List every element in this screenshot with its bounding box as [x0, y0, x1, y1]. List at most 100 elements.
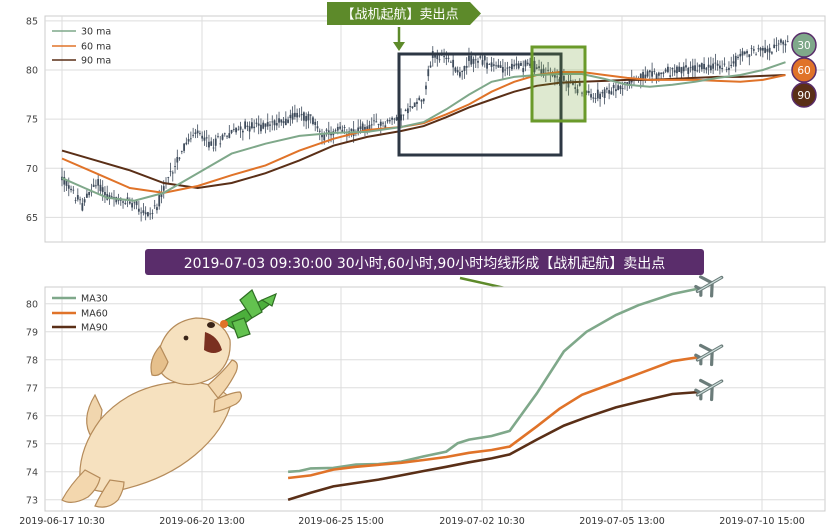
bottom-xtick-label: 2019-07-10 15:00	[719, 516, 805, 527]
candle-body	[95, 185, 97, 187]
candle-body	[212, 147, 215, 149]
bottom-ytick-label: 76	[26, 411, 38, 422]
candle-body	[321, 134, 323, 138]
candle-body	[725, 69, 728, 71]
candle-body	[183, 143, 185, 151]
candle-body	[70, 188, 72, 191]
candle-body	[438, 59, 441, 61]
candle-body	[214, 138, 217, 146]
candle-body	[581, 92, 583, 94]
candle-body	[147, 212, 149, 217]
candle-body	[153, 205, 156, 207]
candle-body	[556, 76, 559, 78]
top-line-ma30	[61, 61, 786, 202]
candle-body	[370, 124, 373, 126]
top-moving-averages	[61, 61, 786, 202]
candle-body	[676, 66, 678, 74]
candle-body	[508, 66, 511, 68]
candle-body	[336, 126, 339, 131]
bottom-xtick-label: 2019-06-17 10:30	[19, 516, 105, 527]
legend-90ma: 90 ma	[81, 56, 111, 67]
candle-body	[499, 65, 502, 68]
candle-body	[293, 112, 296, 117]
candle-body	[472, 58, 475, 64]
dog-illustration-icon	[61, 289, 277, 508]
candle-body	[248, 126, 251, 132]
candle-body	[133, 202, 136, 204]
candle-body	[379, 121, 382, 126]
candle-body	[296, 112, 299, 118]
candle-body	[74, 200, 77, 201]
legend-ma60: MA60	[81, 309, 108, 320]
candle-body	[72, 189, 75, 191]
legend-60ma: 60 ma	[81, 42, 111, 53]
marker-30	[791, 32, 817, 58]
middle-banner: 2019-07-03 09:30:00 30小时,60小时,90小时均线形成【战…	[145, 249, 704, 298]
candle-body	[199, 133, 201, 134]
candle-body	[289, 114, 292, 119]
candle-body	[427, 69, 430, 77]
bottom-ytick-label: 77	[26, 383, 38, 394]
candle-body	[515, 63, 518, 66]
top-ytick-label: 75	[26, 115, 38, 126]
candle-body	[454, 67, 457, 72]
candle-body	[180, 151, 183, 152]
candle-body	[83, 199, 86, 203]
candle-body	[142, 210, 145, 213]
candle-body	[230, 129, 233, 133]
candle-body	[298, 115, 301, 117]
legend-30ma: 30 ma	[81, 27, 111, 38]
candle-body	[526, 62, 529, 65]
candle-body	[759, 48, 762, 51]
candle-body	[160, 193, 163, 197]
candle-body	[639, 73, 642, 81]
candle-body	[325, 129, 328, 131]
bottom-ytick-label: 74	[26, 467, 38, 478]
candle-body	[422, 98, 425, 102]
legend-ma30: MA30	[81, 294, 108, 305]
candle-body	[307, 113, 310, 121]
candle-body	[81, 203, 84, 211]
candle-body	[393, 118, 396, 120]
candle-body	[757, 48, 760, 50]
candle-body	[239, 126, 242, 130]
bottom-xtick-label: 2019-07-02 10:30	[439, 516, 525, 527]
bottom-ma-lines	[287, 287, 700, 502]
candle-body	[273, 120, 276, 126]
candle-body	[135, 201, 138, 206]
candle-body	[217, 136, 219, 138]
candle-body	[205, 137, 208, 139]
candle-body	[601, 92, 604, 94]
candle-body	[280, 119, 283, 123]
candle-body	[662, 72, 665, 74]
candle-body	[723, 63, 726, 65]
candle-body	[610, 91, 613, 95]
candle-body	[624, 82, 626, 83]
candle-body	[194, 132, 197, 134]
candle-body	[576, 89, 579, 94]
candle-body	[574, 87, 577, 89]
candle-body	[655, 73, 658, 80]
candle-body	[490, 62, 493, 67]
candle-body	[547, 69, 549, 71]
candle-body	[228, 133, 231, 138]
candle-body	[477, 60, 479, 63]
candle-body	[185, 142, 188, 145]
candle-body	[529, 63, 531, 66]
candle-body	[303, 112, 305, 121]
candle-body	[553, 74, 556, 78]
candle-body	[522, 68, 525, 73]
candle-body	[445, 57, 448, 60]
top-plot-area	[44, 15, 826, 243]
candle-body	[470, 55, 473, 65]
candle-body	[572, 81, 574, 85]
candle-body	[284, 118, 287, 126]
candle-body	[443, 56, 445, 58]
candle-body	[425, 85, 427, 90]
candle-body	[368, 124, 371, 131]
candle-body	[461, 70, 464, 72]
candle-body	[673, 70, 676, 73]
airplane-highlight	[697, 345, 722, 361]
candle-body	[766, 48, 769, 52]
